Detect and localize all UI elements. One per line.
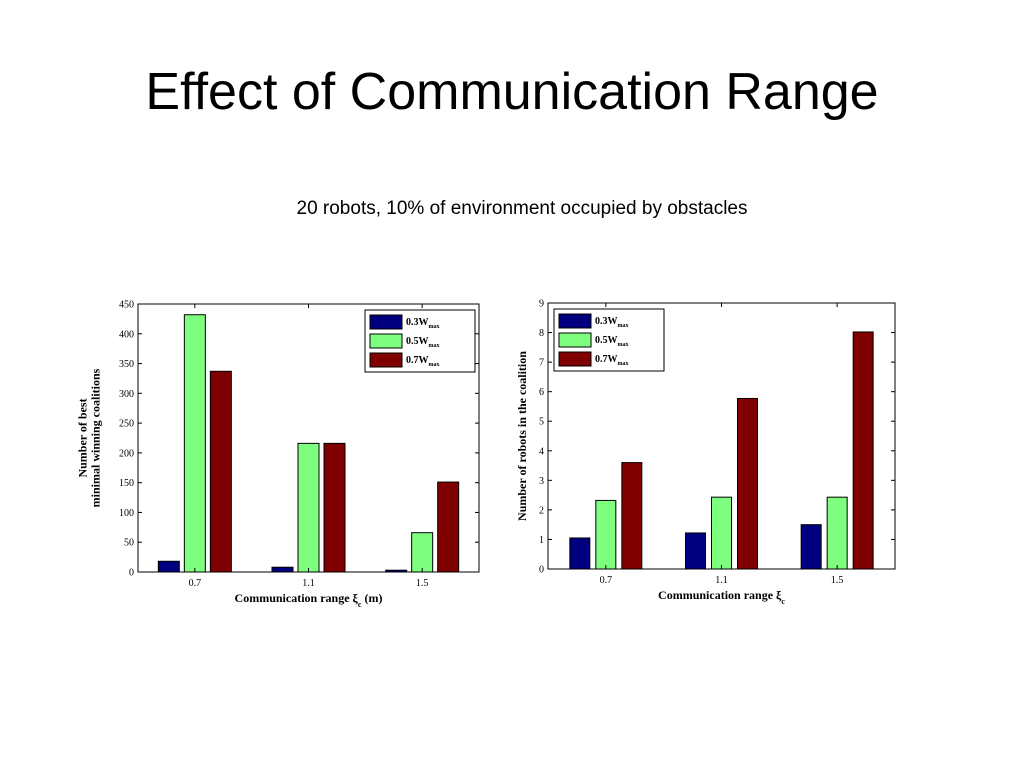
- chart-robots-in-coalition-svg: 0 1 2 3 4 5 6 7 8 9 0.7 1.1 1.5 Communication range ξ…: [518, 299, 896, 606]
- bar-05w-1_1: [711, 496, 732, 570]
- bar-05w-0_7: [595, 499, 617, 570]
- bar-05w-1_5: [411, 532, 434, 573]
- y-tick-label: 1: [539, 535, 544, 546]
- legend-label-text: 0.5W: [595, 335, 618, 346]
- x-tick-label: 1.5: [831, 575, 844, 586]
- legend-label-text: 0.5W: [406, 336, 429, 347]
- legend-label: 0.5Wmax: [595, 335, 629, 348]
- bar-07w-1_5: [437, 481, 460, 573]
- bar-05w-0_7: [183, 314, 206, 573]
- chart-best-coalitions: 0 50 100 150 200 250 300 350 400 450 0.7 1.1 1.5 Comm…: [76, 290, 506, 620]
- bar-07w-1_1: [737, 397, 758, 570]
- bar-03w-1_1: [685, 532, 706, 570]
- legend-label-sub: max: [429, 343, 440, 349]
- x-axis-label-text: Communication range ξ: [658, 588, 782, 602]
- y-tick-label: 50: [124, 538, 134, 549]
- bar-07w-0_7: [621, 462, 643, 570]
- y-tick-label: 6: [539, 387, 544, 398]
- y-tick-label: 3: [539, 476, 544, 487]
- y-tick-label: 450: [119, 300, 134, 311]
- bar-05w-1_5: [826, 496, 848, 570]
- chart-robots-in-coalition: 0 1 2 3 4 5 6 7 8 9 0.7 1.1 1.5 Communication range ξ…: [518, 290, 948, 620]
- bar-03w-1_5: [800, 524, 822, 570]
- legend-label: 0.7Wmax: [406, 355, 440, 368]
- x-axis-label: Communication range ξc: [658, 588, 785, 606]
- bar-03w-0_7: [157, 560, 180, 573]
- y-tick-label: 5: [539, 417, 544, 428]
- legend-swatch: [369, 314, 403, 330]
- x-axis-label-sub: c: [781, 597, 785, 606]
- chart-best-coalitions-svg: 0 50 100 150 200 250 300 350 400 450 0.7 1.1 1.5 Comm…: [76, 300, 480, 609]
- x-tick-label: 0.7: [600, 575, 613, 586]
- x-tick-label: 1.1: [715, 575, 728, 586]
- x-axis-label-sub: c: [358, 600, 362, 609]
- legend-swatch: [369, 333, 403, 349]
- y-tick-label: 0: [129, 568, 134, 579]
- y-tick-label: 400: [119, 329, 134, 340]
- y-tick-label: 300: [119, 389, 134, 400]
- y-tick-label: 7: [539, 358, 544, 369]
- x-axis-label: Communication range ξc (m): [235, 591, 383, 609]
- bar-03w-0_7: [569, 537, 591, 570]
- bar-07w-1_1: [323, 442, 346, 573]
- y-tick-label: 4: [539, 446, 544, 457]
- legend-swatch: [558, 351, 592, 367]
- legend-label-sub: max: [429, 324, 440, 330]
- y-tick-label: 8: [539, 328, 544, 339]
- y-tick-label: 0: [539, 565, 544, 576]
- y-tick-label: 250: [119, 419, 134, 430]
- x-tick-label: 1.5: [416, 578, 429, 589]
- bar-07w-1_5: [852, 331, 874, 570]
- legend-label-text: 0.3W: [595, 316, 618, 327]
- legend-label-text: 0.7W: [595, 354, 618, 365]
- bar-03w-1_5: [385, 569, 408, 573]
- legend-label: 0.3Wmax: [406, 317, 440, 330]
- x-axis-label-text: Communication range ξ: [235, 591, 359, 605]
- y-tick-label: 100: [119, 508, 134, 519]
- legend-label-sub: max: [429, 362, 440, 368]
- y-axis-label: minimal winning coalitions: [89, 368, 103, 507]
- legend-label-text: 0.7W: [406, 355, 429, 366]
- y-axis-label: Number of best: [76, 398, 90, 477]
- bar-03w-1_1: [271, 566, 294, 573]
- legend-swatch: [558, 313, 592, 329]
- bar-07w-0_7: [209, 370, 232, 573]
- y-tick-label: 350: [119, 359, 134, 370]
- legend-swatch: [558, 332, 592, 348]
- y-axis-label: Number of robots in the coalition: [518, 351, 529, 521]
- legend-label-sub: max: [618, 323, 629, 329]
- y-tick-label: 200: [119, 448, 134, 459]
- y-tick-label: 150: [119, 478, 134, 489]
- legend-label-text: 0.3W: [406, 317, 429, 328]
- legend-label: 0.5Wmax: [406, 336, 440, 349]
- x-axis-label-suffix: (m): [361, 591, 382, 605]
- legend-label-sub: max: [618, 361, 629, 367]
- legend-label-sub: max: [618, 342, 629, 348]
- y-tick-label: 2: [539, 505, 544, 516]
- slide-title: Effect of Communication Range: [145, 63, 879, 121]
- bar-05w-1_1: [297, 442, 320, 573]
- x-tick-label: 1.1: [302, 578, 315, 589]
- y-tick-label: 9: [539, 299, 544, 310]
- slide-subtitle: 20 robots, 10% of environment occupied b…: [296, 198, 748, 219]
- legend-label: 0.7Wmax: [595, 354, 629, 367]
- legend-swatch: [369, 352, 403, 368]
- x-tick-label: 0.7: [189, 578, 202, 589]
- legend-label: 0.3Wmax: [595, 316, 629, 329]
